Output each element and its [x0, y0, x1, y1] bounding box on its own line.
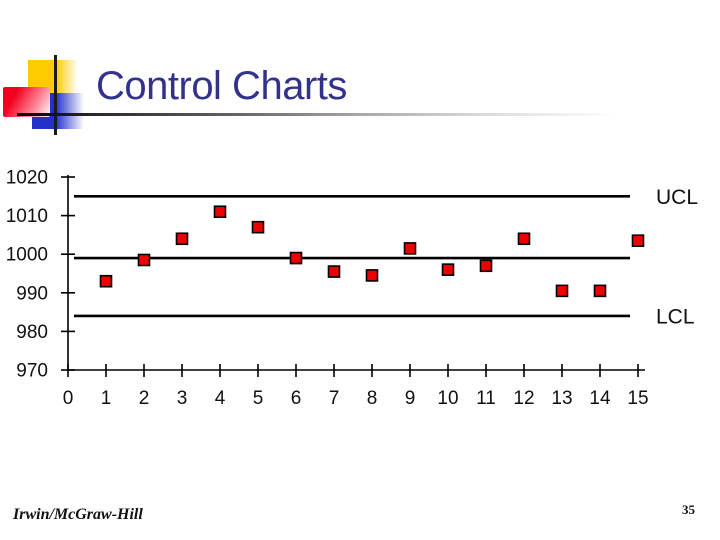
data-point-sample-7	[327, 265, 341, 278]
x-tick-label: 1	[101, 388, 112, 409]
y-tick-label: 970	[16, 361, 48, 382]
logo-vertical-line	[54, 55, 57, 135]
x-tick-label: 9	[405, 388, 416, 409]
y-tick-label: 1020	[6, 168, 48, 189]
x-tick-label: 7	[329, 388, 340, 409]
data-point-sample-4	[213, 205, 227, 219]
data-point-sample-12	[517, 232, 531, 246]
page-number: 35	[682, 502, 695, 517]
ucl-label: UCL	[656, 186, 698, 209]
x-tick-label: 2	[139, 388, 150, 409]
page-title: Control Charts	[96, 64, 347, 108]
logo-red-square	[3, 87, 50, 117]
data-point-sample-15	[631, 234, 645, 247]
data-point-sample-6	[289, 251, 303, 265]
y-tick-label: 990	[16, 283, 48, 304]
data-point-sample-2	[137, 253, 151, 267]
data-point-sample-13	[555, 284, 569, 298]
x-tick-label: 3	[177, 388, 188, 409]
data-point-sample-9	[403, 242, 417, 255]
data-point-sample-11	[479, 259, 493, 273]
x-tick-label: 15	[627, 388, 648, 409]
x-tick-label: 5	[253, 388, 264, 409]
data-point-sample-8	[365, 269, 379, 282]
x-tick-label: 4	[215, 388, 226, 409]
x-tick-label: 8	[367, 388, 378, 409]
y-tick-label: 1010	[6, 206, 48, 227]
header-rule-line	[17, 113, 650, 116]
data-point-sample-5	[251, 220, 265, 234]
x-tick-label: 13	[551, 388, 572, 409]
x-tick-label: 10	[437, 388, 458, 409]
lcl-label: LCL	[656, 305, 695, 328]
data-point-sample-10	[441, 263, 455, 276]
x-tick-label: 6	[291, 388, 302, 409]
data-point-sample-3	[175, 232, 189, 246]
x-tick-label: 12	[513, 388, 534, 409]
y-tick-label: 1000	[6, 245, 48, 266]
x-tick-label: 0	[63, 388, 74, 409]
data-point-sample-1	[99, 274, 113, 288]
x-tick-label: 11	[476, 388, 496, 409]
x-tick-label: 14	[589, 388, 611, 409]
y-tick-label: 980	[16, 322, 48, 343]
data-point-sample-14	[593, 284, 607, 298]
footer-publisher: Irwin/McGraw-Hill	[13, 506, 143, 523]
